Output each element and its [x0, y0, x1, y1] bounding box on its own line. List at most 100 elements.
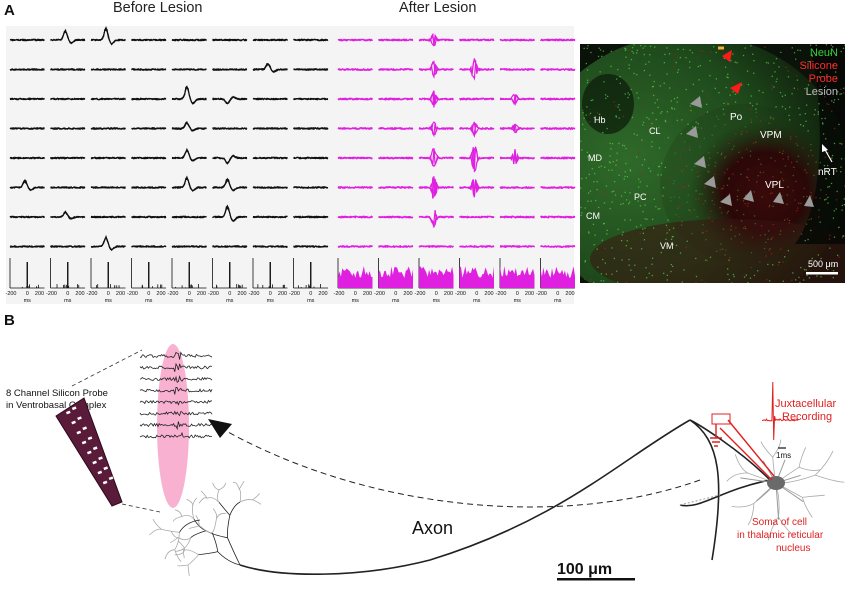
- correlogram-tick: -200: [333, 291, 344, 297]
- correlogram-fill: [378, 266, 413, 288]
- waveform-trace: [50, 97, 86, 101]
- scalebar-label: 100 μm: [557, 561, 612, 578]
- waveform-trace: [378, 245, 414, 248]
- correlogram-unit: ms: [514, 298, 522, 304]
- waveform-trace: [540, 215, 576, 219]
- region-md: MD: [588, 153, 602, 163]
- region-vpm: VPM: [760, 130, 782, 141]
- correlogram-tick: 200: [525, 291, 534, 297]
- waveform-trace: [171, 87, 207, 104]
- correlogram-tick: 200: [403, 291, 412, 297]
- waveform-trace: [252, 38, 288, 42]
- axon-branch-right: [679, 419, 771, 561]
- correlogram-tick: 200: [278, 291, 287, 297]
- panel-a-label: A: [4, 2, 15, 19]
- waveform-trace: [419, 32, 454, 45]
- waveform-trace: [171, 122, 207, 132]
- waveform-trace: [459, 58, 495, 76]
- waveform-trace: [293, 156, 329, 160]
- region-vm: VM: [660, 241, 674, 251]
- region-pc: PC: [634, 192, 647, 202]
- legend-probe: Probe: [809, 73, 838, 85]
- waveform-trace: [293, 97, 329, 101]
- soma-cell: [740, 459, 804, 520]
- correlogram-tick: 0: [556, 291, 559, 297]
- waveform-trace: [419, 215, 454, 229]
- correlogram-tick: 0: [475, 291, 478, 297]
- waveform-trace: [90, 127, 126, 130]
- waveform-trace: [418, 148, 454, 167]
- waveform-trace: [252, 63, 288, 73]
- waveform-trace: [418, 121, 454, 133]
- waveform-trace: [9, 156, 45, 160]
- correlogram-tick: -200: [455, 291, 466, 297]
- waveform-trace: [9, 127, 45, 131]
- axon-terminal-arbor: [149, 439, 845, 576]
- waveform-trace: [171, 68, 207, 71]
- correlogram-tick: -200: [208, 291, 219, 297]
- correlogram-fill: [500, 266, 535, 288]
- correlogram-unit: ms: [473, 298, 481, 304]
- waveform-trace: [9, 38, 45, 42]
- probe-channel-trace: [139, 399, 213, 406]
- correlogram-tick: 0: [228, 291, 231, 297]
- waveform-trace: [293, 127, 329, 130]
- waveform-trace: [252, 63, 288, 73]
- correlogram-tick: 200: [237, 291, 246, 297]
- correlogram-fill: [459, 266, 494, 288]
- correlogram-tick: 200: [484, 291, 493, 297]
- waveform-trace: [212, 205, 248, 222]
- waveform-trace: [540, 126, 576, 131]
- waveform-trace: [418, 60, 454, 72]
- correlogram-tick: -200: [127, 291, 138, 297]
- lesion-arrowheads: [686, 96, 814, 207]
- waveform-trace: [50, 31, 86, 44]
- probe-channel-trace: [140, 351, 213, 360]
- correlogram-tick: 0: [107, 291, 110, 297]
- correlogram-tick: 200: [565, 291, 574, 297]
- probe-channel-trace: [139, 362, 213, 372]
- waveform-trace: [293, 68, 329, 71]
- correlogram-unit: ms: [267, 298, 275, 304]
- waveform-trace: [378, 38, 413, 42]
- waveform-trace: [9, 180, 45, 192]
- waveform-trace: [499, 151, 535, 164]
- waveform-trace: [131, 68, 167, 71]
- waveform-trace: [252, 245, 288, 248]
- waveform-trace: [337, 67, 373, 72]
- waveform-trace: [378, 126, 414, 131]
- waveform-trace: [212, 38, 248, 42]
- waveform-trace: [50, 127, 86, 130]
- waveform-trace: [50, 156, 86, 160]
- neuron-schematic: 8 Channel Silicon Probe in Ventrobasal C…: [6, 344, 845, 581]
- waveform-trace: [540, 156, 576, 160]
- axon-main: [239, 419, 691, 575]
- correlogram-tick: 200: [197, 291, 206, 297]
- waveform-trace: [252, 156, 288, 160]
- region-po: Po: [730, 112, 743, 123]
- waveform-trace: [459, 215, 495, 219]
- waveform-trace: [337, 156, 373, 160]
- waveform-trace: [212, 154, 247, 164]
- waveform-trace: [540, 68, 576, 71]
- correlogram-tick: -200: [248, 291, 259, 297]
- after-lesion-title: After Lesion: [399, 0, 477, 16]
- legend-silicone: Silicone: [799, 60, 838, 72]
- probe-leader-bottom: [121, 503, 161, 513]
- waveform-trace: [171, 38, 207, 42]
- waveform-trace: [212, 68, 248, 71]
- waveform-trace: [212, 245, 248, 248]
- correlogram-unit: ms: [105, 298, 113, 304]
- waveform-trace: [337, 244, 373, 248]
- juxta-label-line2: Recording: [782, 411, 832, 423]
- region-vpl: VPL: [765, 180, 784, 191]
- correlogram-tick: 0: [188, 291, 191, 297]
- histology-speckle: [580, 44, 845, 283]
- waveform-trace: [9, 215, 45, 219]
- correlogram-tick: 0: [309, 291, 312, 297]
- probe-channel-trace: [139, 386, 213, 395]
- correlogram-fill: [540, 266, 575, 288]
- waveform-trace: [131, 186, 167, 189]
- correlogram-tick: 0: [147, 291, 150, 297]
- waveform-trace: [540, 245, 575, 249]
